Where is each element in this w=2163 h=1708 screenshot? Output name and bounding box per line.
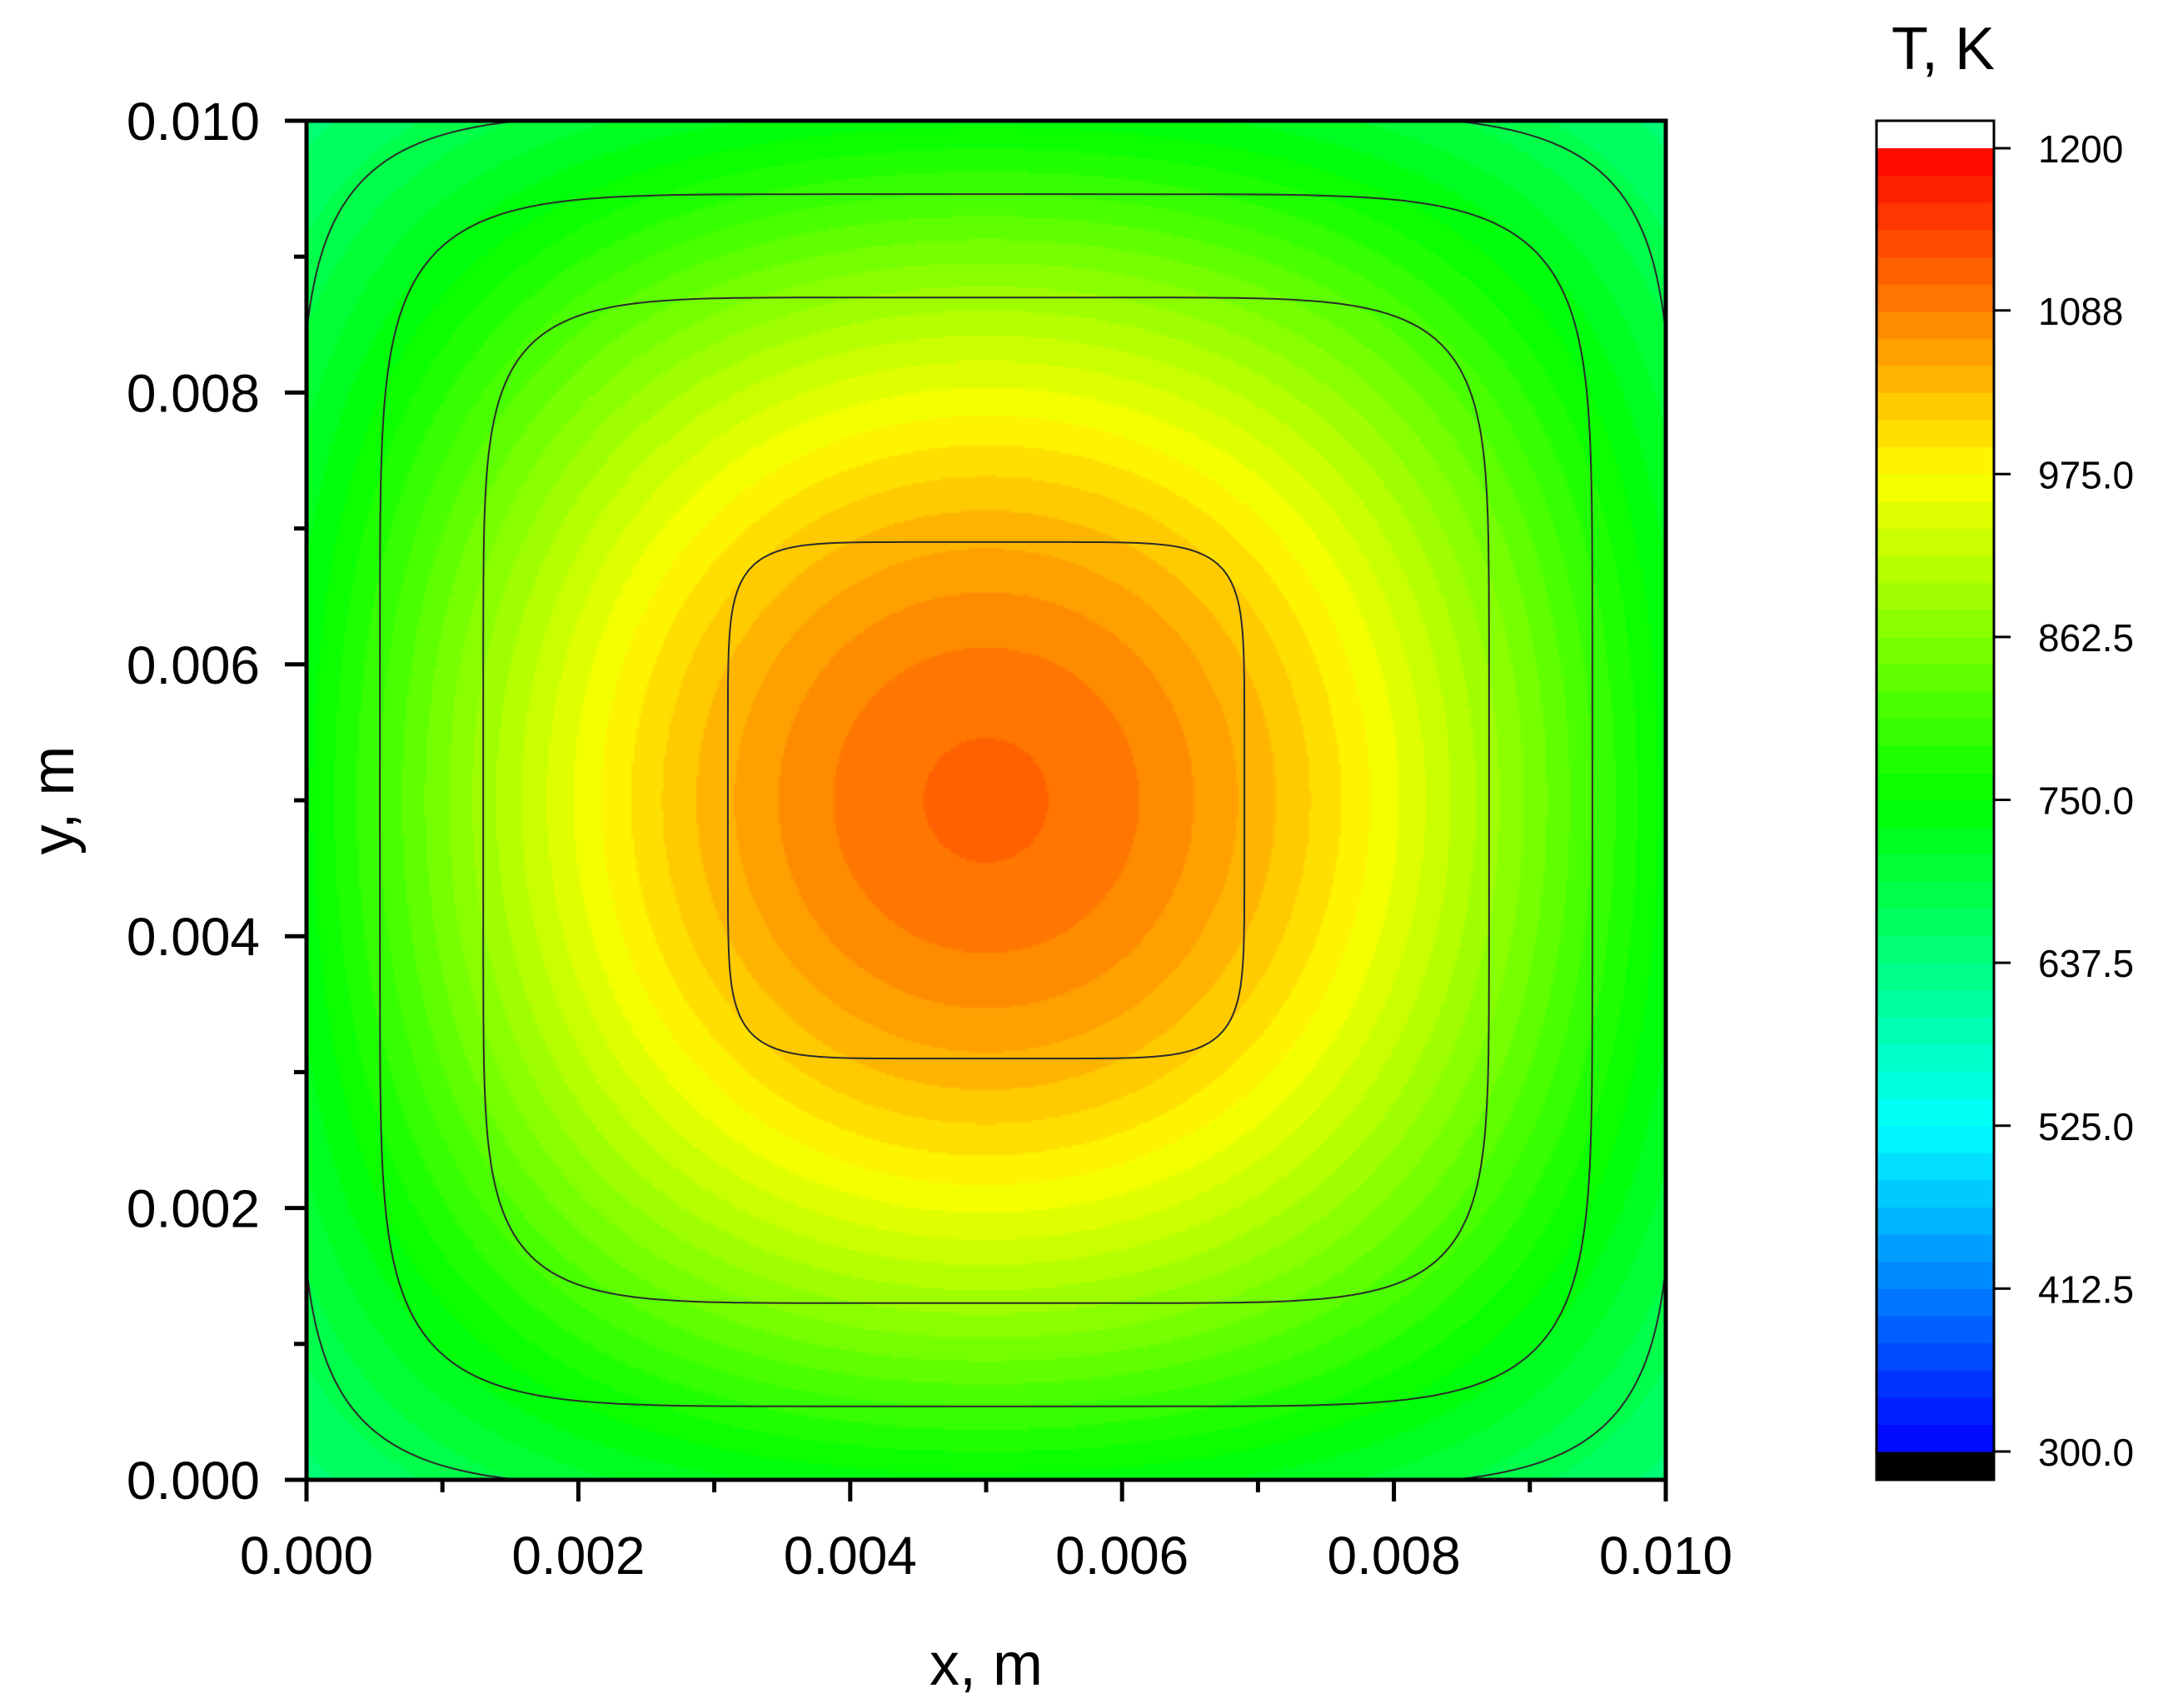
y-tick-label: 0.002: [127, 1179, 260, 1239]
colorbar-band: [1876, 799, 1994, 828]
colorbar-over-band: [1876, 121, 1994, 148]
colorbar-band: [1876, 1342, 1994, 1371]
colorbar-band: [1876, 881, 1994, 909]
colorbar-band: [1876, 500, 1994, 530]
colorbar-band: [1876, 1288, 1994, 1317]
colorbar-band: [1876, 772, 1994, 801]
contour-line: [482, 296, 1490, 1304]
colorbar-title: T, K: [1891, 16, 1995, 82]
colorbar-band: [1876, 1397, 1994, 1425]
colorbar-band: [1876, 256, 1994, 285]
colorbar-band: [1876, 528, 1994, 556]
y-tick-label: 0.000: [127, 1451, 260, 1511]
colorbar-band: [1876, 745, 1994, 774]
contour-line: [307, 121, 1666, 1480]
colorbar-band: [1876, 1043, 1994, 1073]
x-axis-ticks: 0.000 0.002 0.004 0.006 0.008 0.010: [240, 1480, 1732, 1586]
colorbar-band: [1876, 311, 1994, 339]
colorbar-band: [1876, 989, 1994, 1018]
colorbar-band: [1876, 1370, 1994, 1398]
colorbar-band: [1876, 935, 1994, 964]
colorbar-band: [1876, 148, 1994, 177]
colorbar-tick-label: 412.5: [2038, 1267, 2134, 1311]
colorbar-band: [1876, 1071, 1994, 1099]
contour-line: [726, 540, 1246, 1060]
y-tick-label: 0.004: [127, 907, 260, 967]
colorbar-band: [1876, 284, 1994, 312]
colorbar-tick-label: 862.5: [2038, 616, 2134, 660]
colorbar-tick-label: 750.0: [2038, 779, 2134, 823]
colorbar-band: [1876, 1261, 1994, 1289]
colorbar-band: [1876, 229, 1994, 258]
y-axis-ticks: 0.000 0.002 0.004 0.006 0.008 0.010: [127, 92, 307, 1511]
y-tick-label: 0.006: [127, 635, 260, 695]
colorbar-ticks: 300.0 412.5 525.0 637.5 750.0 862.5 975.0 1088 1…: [1994, 127, 2134, 1474]
colorbar-band: [1876, 582, 1994, 610]
colorbar-tick-label: 300.0: [2038, 1431, 2134, 1474]
colorbar-band: [1876, 610, 1994, 638]
colorbar: 300.0 412.5 525.0 637.5 750.0 862.5 975.0 1088 1…: [1875, 16, 2134, 1481]
colorbar-band: [1876, 908, 1994, 937]
colorbar-band: [1876, 718, 1994, 746]
colorbar-tick-label: 1088: [2038, 290, 2123, 333]
colorbar-band: [1876, 175, 1994, 203]
colorbar-band: [1876, 474, 1994, 502]
colorbar-under-band: [1876, 1452, 1994, 1480]
colorbar-band: [1876, 691, 1994, 720]
colorbar-band: [1876, 392, 1994, 421]
colorbar-band: [1876, 338, 1994, 366]
colorbar-band: [1876, 1125, 1994, 1153]
temperature-field: [307, 121, 1666, 1480]
colorbar-band: [1876, 446, 1994, 475]
x-axis-label: x, m: [929, 1631, 1043, 1698]
colorbar-band: [1876, 636, 1994, 665]
contour-line: [379, 193, 1593, 1407]
x-tick-label: 0.000: [240, 1526, 373, 1586]
colorbar-band: [1876, 664, 1994, 692]
x-tick-label: 0.010: [1599, 1526, 1732, 1586]
colorbar-band: [1876, 963, 1994, 991]
colorbar-tick-label: 525.0: [2038, 1105, 2134, 1148]
colorbar-band: [1876, 1424, 1994, 1452]
contour-lines: [307, 121, 1666, 1480]
colorbar-band: [1876, 1179, 1994, 1208]
colorbar-band: [1876, 827, 1994, 855]
colorbar-tick-label: 1200: [2038, 127, 2123, 171]
colorbar-bands: [1876, 121, 1994, 1480]
colorbar-band: [1876, 1153, 1994, 1181]
colorbar-band: [1876, 555, 1994, 584]
colorbar-band: [1876, 1017, 1994, 1045]
x-tick-label: 0.008: [1328, 1526, 1461, 1586]
colorbar-band: [1876, 365, 1994, 394]
colorbar-band: [1876, 1098, 1994, 1127]
plot-area: [307, 121, 1666, 1480]
x-tick-label: 0.002: [511, 1526, 645, 1586]
colorbar-band: [1876, 1234, 1994, 1262]
colorbar-band: [1876, 420, 1994, 448]
x-tick-label: 0.006: [1055, 1526, 1189, 1586]
x-tick-label: 0.004: [784, 1526, 917, 1586]
colorbar-band: [1876, 1207, 1994, 1235]
y-tick-label: 0.008: [127, 363, 260, 423]
colorbar-band: [1876, 202, 1994, 231]
colorbar-band: [1876, 854, 1994, 882]
y-tick-label: 0.010: [127, 92, 260, 152]
y-axis-label: y, m: [20, 746, 87, 855]
colorbar-tick-label: 975.0: [2038, 453, 2134, 496]
colorbar-band: [1876, 1315, 1994, 1344]
colorbar-tick-label: 637.5: [2038, 942, 2134, 985]
